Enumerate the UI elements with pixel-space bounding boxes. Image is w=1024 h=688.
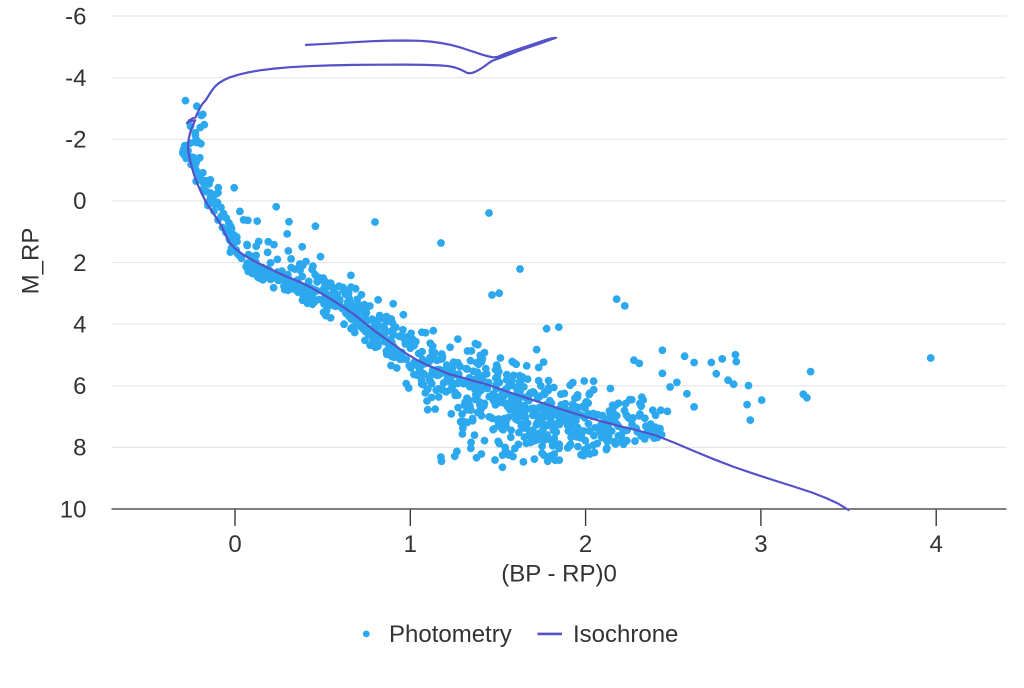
svg-text:2: 2: [73, 250, 86, 277]
svg-text:0: 0: [73, 188, 86, 215]
svg-text:8: 8: [73, 435, 86, 462]
svg-text:Isochrone: Isochrone: [573, 621, 678, 648]
svg-text:0: 0: [228, 531, 241, 558]
svg-text:10: 10: [60, 496, 87, 523]
svg-text:1: 1: [404, 531, 417, 558]
svg-text:-6: -6: [65, 3, 86, 30]
svg-text:-2: -2: [65, 127, 86, 154]
svg-text:4: 4: [930, 531, 943, 558]
svg-text:2: 2: [579, 531, 592, 558]
svg-text:3: 3: [754, 531, 767, 558]
svg-text:-4: -4: [65, 65, 86, 92]
svg-text:Photometry: Photometry: [389, 621, 512, 648]
svg-text:(BP - RP)0: (BP - RP)0: [501, 561, 617, 588]
svg-text:M_RP: M_RP: [18, 228, 45, 295]
svg-text:4: 4: [73, 311, 86, 338]
svg-text:6: 6: [73, 373, 86, 400]
